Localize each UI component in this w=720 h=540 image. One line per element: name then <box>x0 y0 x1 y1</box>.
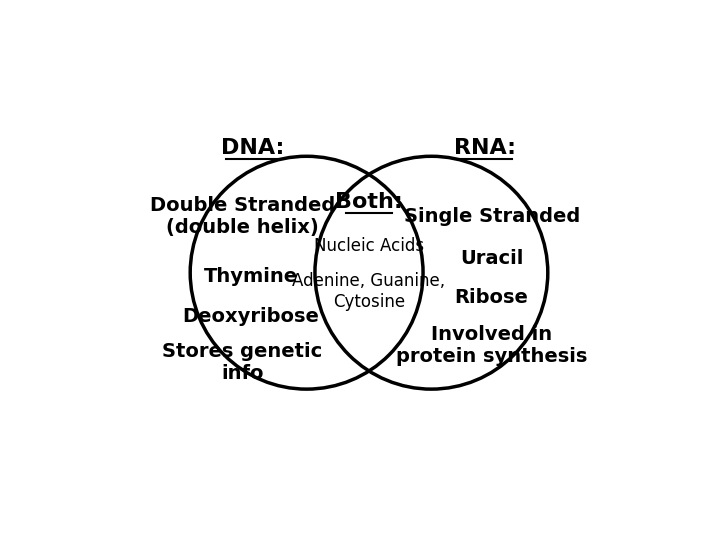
Text: DNA:: DNA: <box>221 138 284 158</box>
Text: Deoxyribose: Deoxyribose <box>182 307 319 326</box>
Text: Single Stranded: Single Stranded <box>403 207 580 226</box>
Text: Stores genetic
info: Stores genetic info <box>162 342 323 383</box>
Text: Involved in
protein synthesis: Involved in protein synthesis <box>396 325 588 366</box>
Text: Ribose: Ribose <box>455 288 528 307</box>
Text: Adenine, Guanine,
Cytosine: Adenine, Guanine, Cytosine <box>292 272 446 311</box>
Text: Thymine: Thymine <box>204 267 297 286</box>
Text: Uracil: Uracil <box>460 248 523 268</box>
Text: RNA:: RNA: <box>454 138 516 158</box>
Text: Double Stranded
(double helix): Double Stranded (double helix) <box>150 196 335 237</box>
Text: Both:: Both: <box>335 192 403 212</box>
Text: Nucleic Acids: Nucleic Acids <box>314 237 424 255</box>
